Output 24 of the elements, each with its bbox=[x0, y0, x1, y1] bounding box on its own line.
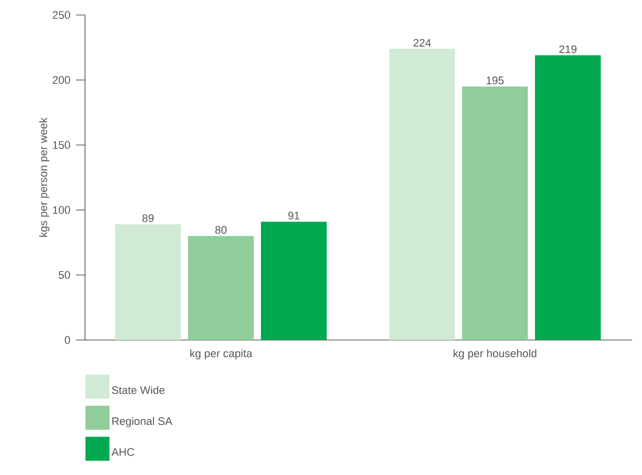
x-tick-label: kg per capita bbox=[190, 349, 252, 360]
bar bbox=[389, 48, 455, 340]
y-tick-label: 250 bbox=[52, 11, 70, 19]
y-tick-label: 100 bbox=[53, 206, 70, 214]
data-label: 219 bbox=[559, 45, 576, 54]
data-label: 224 bbox=[413, 38, 431, 47]
y-axis-title: kgs per person per week bbox=[39, 118, 50, 237]
bar bbox=[115, 224, 181, 340]
data-label: 91 bbox=[288, 212, 300, 220]
data-label: 195 bbox=[486, 76, 504, 84]
y-tick-label: 50 bbox=[58, 271, 70, 279]
y-tick-label: 150 bbox=[53, 141, 70, 149]
y-tick-label: 0 bbox=[64, 336, 70, 344]
legend-label: State Wide bbox=[112, 386, 165, 394]
bar bbox=[534, 55, 601, 340]
x-tick-label: kg per household bbox=[454, 349, 536, 360]
legend-label: AHC bbox=[111, 448, 134, 456]
bar bbox=[462, 86, 528, 340]
y-tick-label: 200 bbox=[52, 76, 70, 84]
legend-label: Regional SA bbox=[112, 416, 172, 428]
bar bbox=[188, 236, 254, 340]
data-label: 80 bbox=[215, 226, 227, 234]
data-label: 89 bbox=[142, 214, 154, 222]
bar bbox=[260, 222, 327, 340]
